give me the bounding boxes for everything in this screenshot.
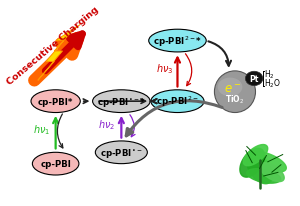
Polygon shape <box>247 169 281 183</box>
Text: cp-PBI: cp-PBI <box>40 159 71 168</box>
Text: $h\nu_1$: $h\nu_1$ <box>33 123 50 137</box>
Text: $h\nu_2$: $h\nu_2$ <box>98 117 115 131</box>
Text: $h\nu_3$: $h\nu_3$ <box>156 62 173 75</box>
Text: cp-PBI$^{2-}$: cp-PBI$^{2-}$ <box>156 95 199 109</box>
Text: H$_2$: H$_2$ <box>264 68 275 81</box>
Text: $e^-$: $e^-$ <box>224 83 241 96</box>
Text: H$_2$O: H$_2$O <box>264 77 281 90</box>
Polygon shape <box>240 149 265 177</box>
Polygon shape <box>243 145 268 166</box>
Ellipse shape <box>31 90 80 113</box>
Text: Consecutive Charging: Consecutive Charging <box>5 5 100 87</box>
Text: cp-PBI$^{2-}$*: cp-PBI$^{2-}$* <box>153 34 202 49</box>
Polygon shape <box>249 152 286 172</box>
Ellipse shape <box>95 141 147 164</box>
Text: Pt: Pt <box>249 75 259 84</box>
Ellipse shape <box>218 78 242 97</box>
Ellipse shape <box>149 30 206 53</box>
Ellipse shape <box>214 71 256 113</box>
Ellipse shape <box>93 90 150 113</box>
Polygon shape <box>247 153 273 184</box>
Polygon shape <box>38 25 80 81</box>
Polygon shape <box>260 163 284 182</box>
Text: cp-PBI*: cp-PBI* <box>38 97 73 106</box>
Text: cp-PBI$^{\bullet-}$*: cp-PBI$^{\bullet-}$* <box>97 95 146 108</box>
Ellipse shape <box>245 72 263 86</box>
Text: cp-PBI$^{\bullet-}$: cp-PBI$^{\bullet-}$ <box>100 146 142 159</box>
Ellipse shape <box>151 90 204 113</box>
Ellipse shape <box>32 153 79 175</box>
Text: TiO$_2$: TiO$_2$ <box>225 93 244 106</box>
